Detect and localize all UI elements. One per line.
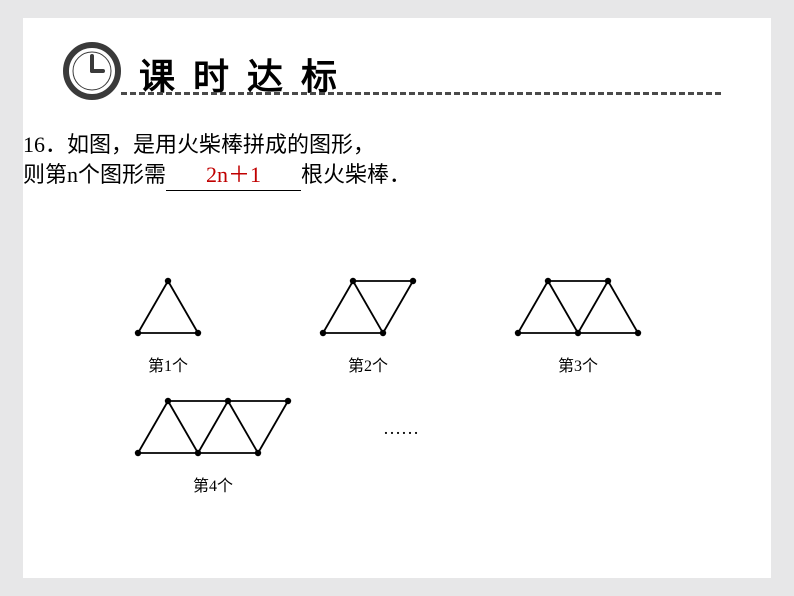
figure-1: 第1个 <box>128 273 208 376</box>
answer-blank-left <box>166 160 206 191</box>
diagram-area: 第1个 第2个 第3个 第4个 …… <box>118 263 678 523</box>
header: 课时达标 <box>63 42 753 105</box>
slide: 课时达标 16．如图，是用火柴棒拼成的图形， 则第n个图形需 2n＋1 根火柴棒… <box>23 18 771 578</box>
figure-1-label: 第1个 <box>128 352 208 376</box>
dashed-divider <box>121 92 721 95</box>
figure-2-label: 第2个 <box>313 352 423 376</box>
question-line2b: 根火柴棒． <box>301 162 411 187</box>
question-text: 16．如图，是用火柴棒拼成的图形， 则第n个图形需 2n＋1 根火柴棒． <box>23 130 753 191</box>
question-line2a: 则第n个图形需 <box>23 162 166 187</box>
figure-3: 第3个 <box>508 273 648 376</box>
clock-icon <box>63 42 121 105</box>
figure-4: 第4个 <box>128 393 298 496</box>
figure-2: 第2个 <box>313 273 423 376</box>
ellipsis: …… <box>383 418 419 439</box>
answer: 2n＋1 <box>206 160 261 191</box>
figure-3-label: 第3个 <box>508 352 648 376</box>
answer-blank-right <box>261 160 301 191</box>
figure-4-label: 第4个 <box>128 472 298 496</box>
question-line1: 16．如图，是用火柴棒拼成的图形， <box>23 132 375 157</box>
